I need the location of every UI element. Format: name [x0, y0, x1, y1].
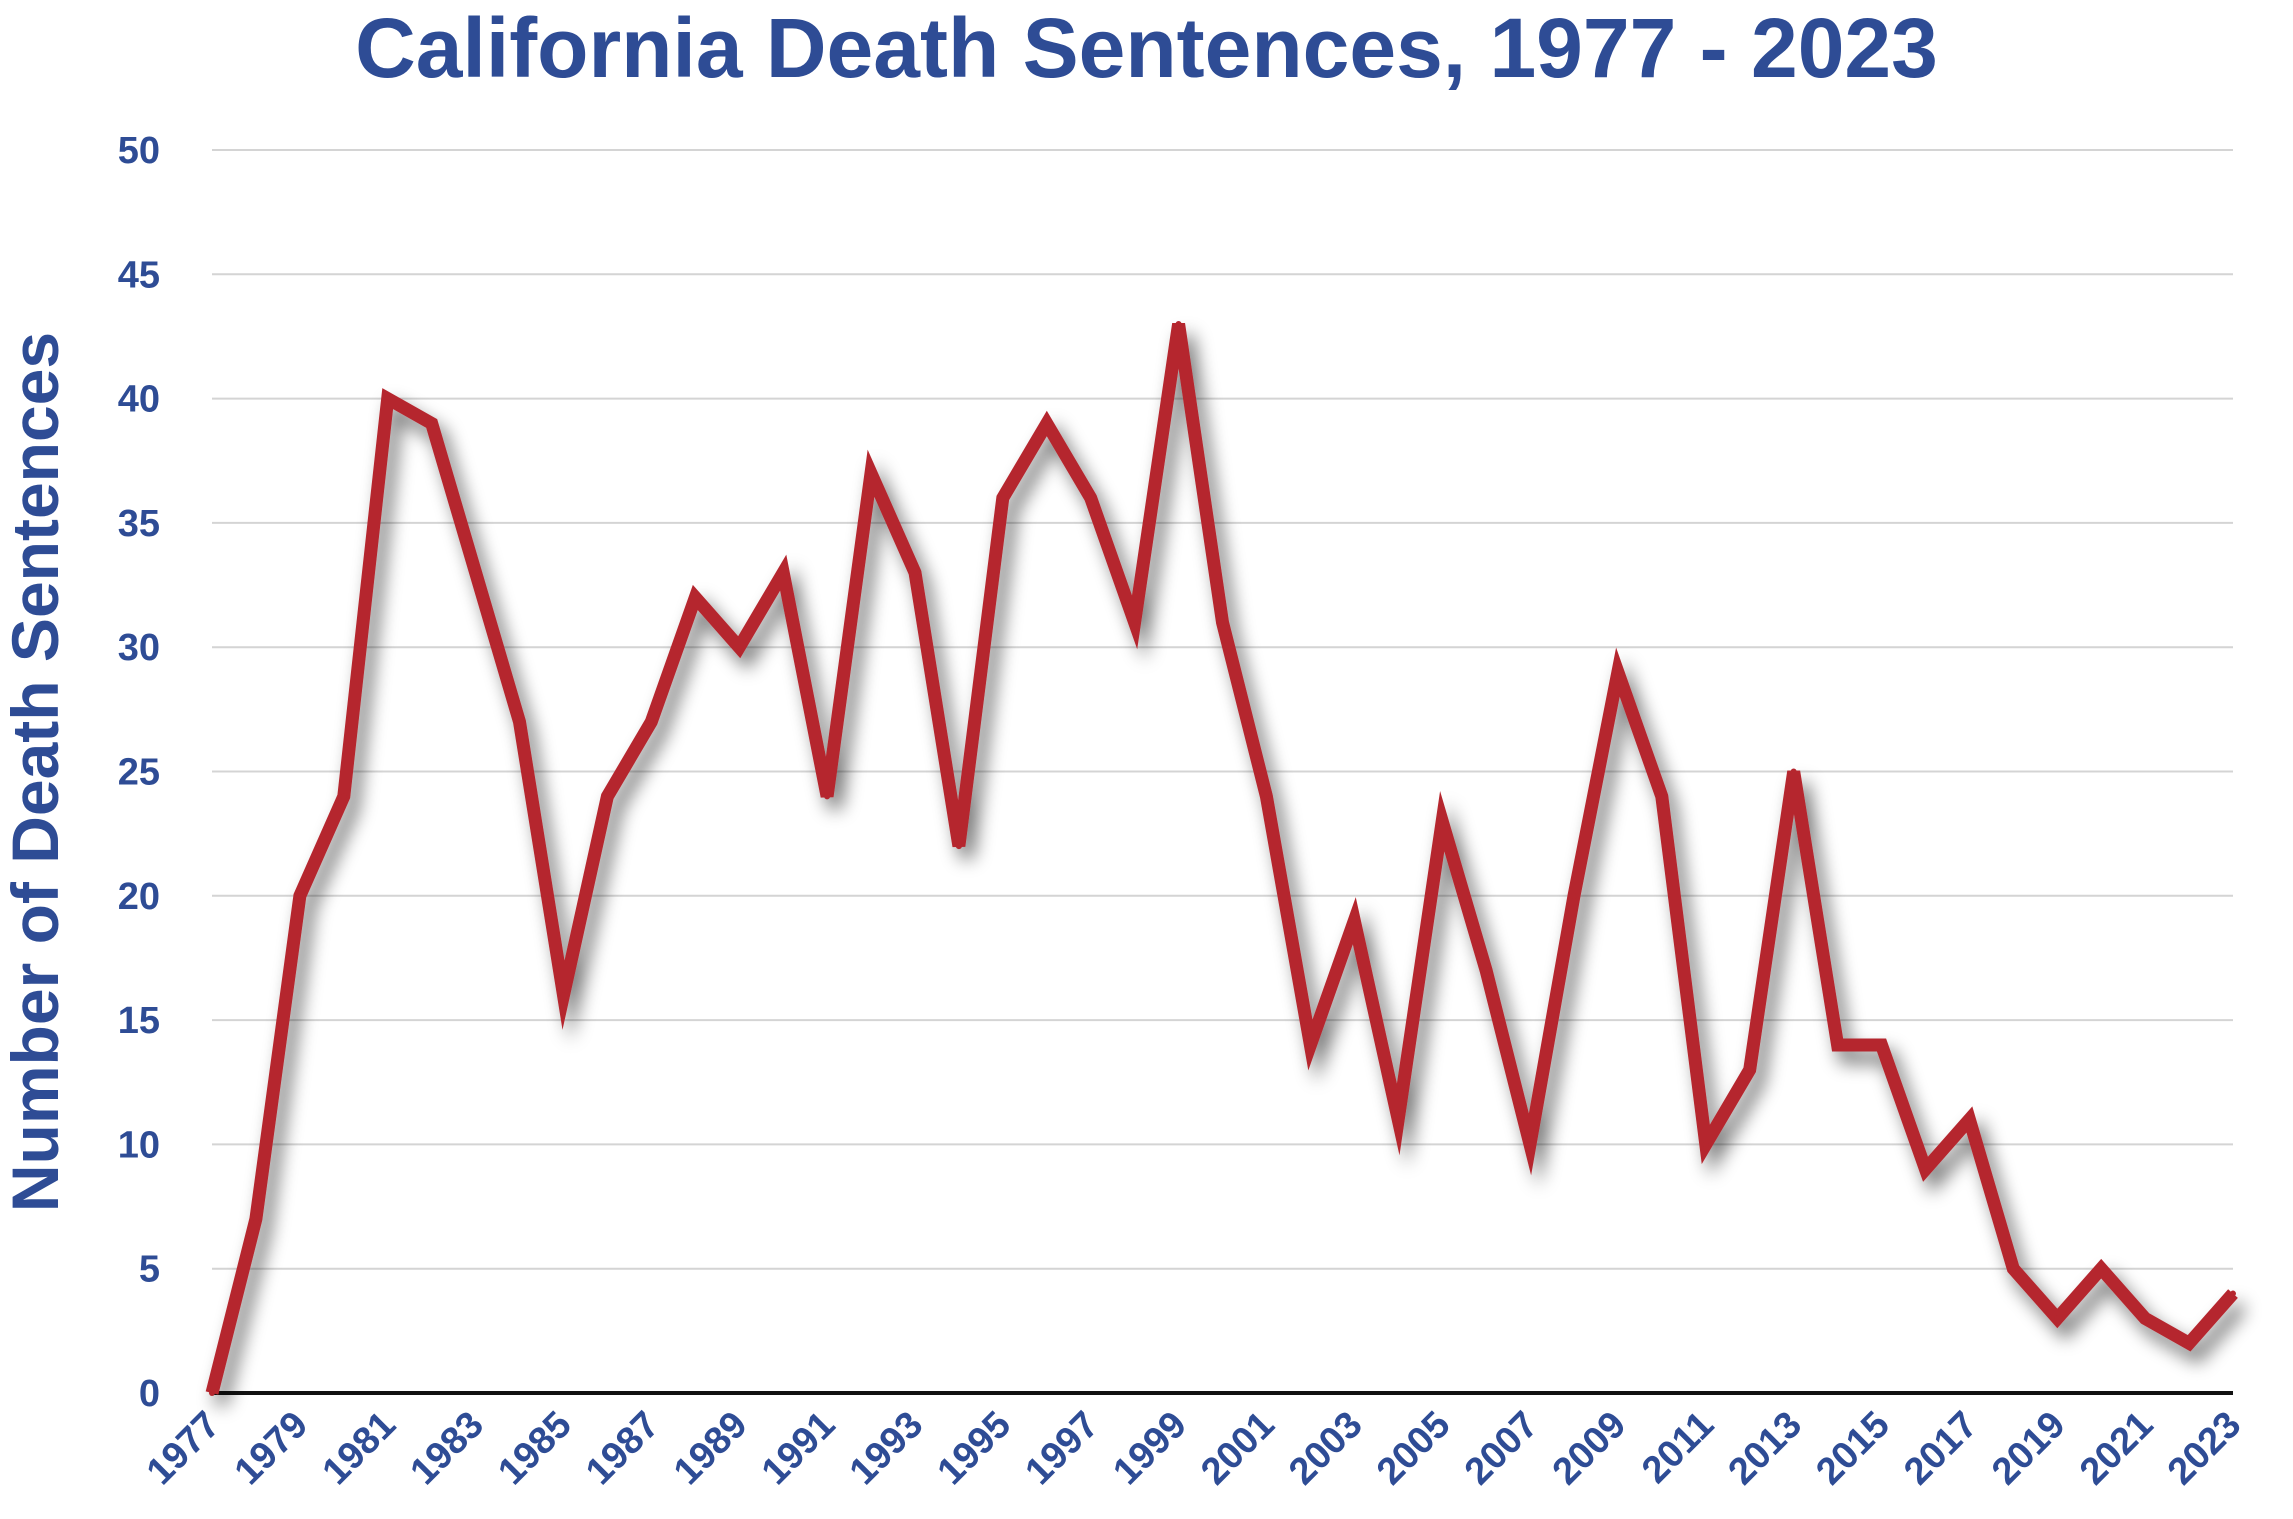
data-point	[604, 793, 611, 800]
data-point	[1175, 321, 1182, 328]
data-point	[2186, 1340, 2193, 1347]
x-tick-label: 1979	[227, 1404, 316, 1493]
data-point	[296, 892, 303, 899]
y-tick-label: 40	[118, 379, 160, 421]
y-tick-label: 35	[118, 503, 160, 545]
x-tick-label: 2019	[1984, 1404, 2073, 1493]
data-point	[1834, 1041, 1841, 1048]
data-point	[516, 718, 523, 725]
data-point	[1922, 1166, 1929, 1173]
x-tick-label: 2007	[1457, 1404, 1546, 1493]
data-point	[868, 470, 875, 477]
x-tick-label: 2023	[2160, 1404, 2249, 1493]
y-tick-label: 25	[118, 752, 160, 794]
data-point	[1439, 818, 1446, 825]
data-point	[692, 594, 699, 601]
y-tick-label: 30	[118, 627, 160, 669]
y-tick-label: 5	[139, 1249, 160, 1291]
data-point	[1351, 917, 1358, 924]
data-point	[1570, 892, 1577, 899]
data-point	[1790, 768, 1797, 775]
data-point	[1966, 1116, 1973, 1123]
x-tick-label: 1977	[139, 1404, 228, 1493]
data-point	[1395, 1116, 1402, 1123]
x-tick-label: 2001	[1193, 1404, 1282, 1493]
data-point	[1746, 1066, 1753, 1073]
x-tick-label: 2009	[1545, 1404, 1634, 1493]
data-point	[1527, 1141, 1534, 1148]
data-point	[560, 992, 567, 999]
data-point	[472, 569, 479, 576]
data-point	[2098, 1265, 2105, 1272]
data-point	[1702, 1141, 1709, 1148]
x-tick-label: 1981	[315, 1404, 404, 1493]
x-tick-label: 2015	[1808, 1404, 1897, 1493]
y-tick-label: 45	[118, 254, 160, 296]
y-tick-label: 0	[139, 1373, 160, 1415]
x-axis-ticks: 1977197919811983198519871989199119931995…	[139, 1404, 2249, 1493]
data-point	[1263, 793, 1270, 800]
x-tick-label: 2013	[1721, 1404, 1810, 1493]
y-tick-label: 50	[118, 130, 160, 172]
y-tick-label: 15	[118, 1000, 160, 1042]
data-point	[648, 718, 655, 725]
data-point	[2010, 1265, 2017, 1272]
x-tick-label: 1987	[578, 1404, 667, 1493]
chart-title: California Death Sentences, 1977 - 2023	[355, 1, 1938, 95]
data-point	[780, 569, 787, 576]
y-tick-label: 20	[118, 876, 160, 918]
series-layer	[205, 321, 2238, 1396]
x-tick-label: 1985	[490, 1404, 579, 1493]
data-point	[1131, 619, 1138, 626]
data-point	[1307, 1041, 1314, 1048]
data-point	[1878, 1041, 1885, 1048]
data-point	[1219, 619, 1226, 626]
x-tick-label: 1995	[930, 1404, 1019, 1493]
x-tick-label: 1999	[1105, 1404, 1194, 1493]
x-tick-label: 2003	[1281, 1404, 1370, 1493]
data-point	[999, 495, 1006, 502]
data-point	[955, 843, 962, 850]
data-point	[340, 793, 347, 800]
data-point	[2230, 1290, 2236, 1297]
x-tick-label: 1991	[754, 1404, 843, 1493]
x-tick-label: 1997	[1018, 1404, 1107, 1493]
x-tick-label: 2005	[1369, 1404, 1458, 1493]
data-point	[2054, 1315, 2061, 1322]
data-point	[1087, 495, 1094, 502]
data-point	[2142, 1315, 2149, 1322]
data-point	[384, 395, 391, 402]
y-axis-title: Number of Death Sentences	[0, 332, 72, 1212]
data-point	[911, 569, 918, 576]
x-tick-label: 1989	[666, 1404, 755, 1493]
y-axis-ticks: 0 5 10 15 20 25 30 35 40 45 50	[118, 130, 160, 1415]
x-tick-label: 2017	[1896, 1404, 1985, 1493]
data-point	[824, 793, 831, 800]
x-tick-label: 2011	[1634, 1404, 1722, 1492]
data-point	[1658, 793, 1665, 800]
x-tick-label: 1983	[402, 1404, 491, 1493]
data-point	[428, 420, 435, 427]
y-tick-label: 10	[118, 1124, 160, 1166]
data-point	[252, 1215, 259, 1222]
data-point	[1614, 669, 1621, 676]
data-point	[209, 1390, 215, 1396]
data-point	[1043, 420, 1050, 427]
series-line	[205, 323, 2238, 1395]
x-tick-label: 1993	[842, 1404, 931, 1493]
data-point	[736, 644, 743, 651]
data-point	[1483, 967, 1490, 974]
x-tick-label: 2021	[2072, 1404, 2161, 1493]
